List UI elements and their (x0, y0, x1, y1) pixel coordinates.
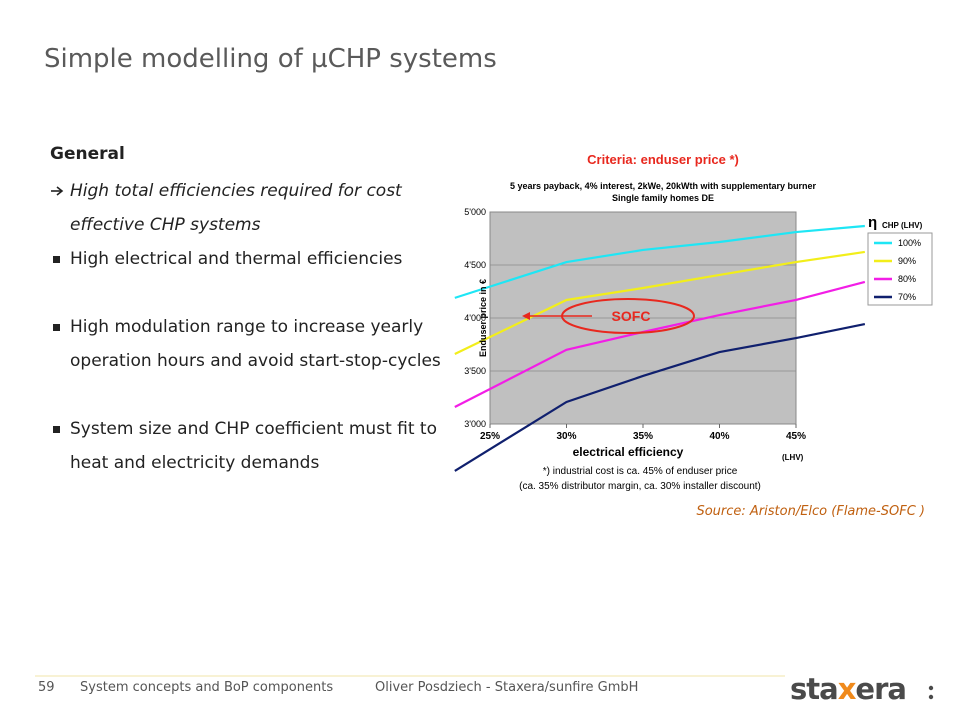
legend-label: 90% (898, 256, 916, 266)
x-axis-label: electrical efficiency (573, 445, 684, 459)
legend-title: CHP (LHV) (882, 221, 923, 230)
bullet-text: High modulation range to increase yearly… (70, 317, 441, 371)
bullet-text: High total efficiencies required for cos… (70, 181, 402, 235)
footer-section: System concepts and BoP components (80, 680, 334, 695)
logo-dot (928, 694, 934, 700)
heading: General (50, 144, 125, 164)
y-tick-label: 4'000 (464, 313, 486, 323)
bullet-text: System size and CHP coefficient must fit… (70, 419, 437, 473)
y-tick-label: 3'000 (464, 419, 486, 429)
bullet: High total efficiencies required for cos… (51, 174, 450, 242)
page-number: 59 (38, 680, 55, 695)
y-tick-label: 3'500 (464, 366, 486, 376)
y-axis-label: Enduser price in € (478, 279, 488, 357)
bullet: System size and CHP coefficient must fit… (53, 412, 450, 480)
y-tick-label: 5'000 (464, 207, 486, 217)
chart-title: Criteria: enduser price *) (587, 152, 739, 167)
source: Source: Ariston/Elco (Flame-SOFC ) (696, 504, 925, 519)
footer-author: Oliver Posdziech - Staxera/sunfire GmbH (375, 680, 639, 695)
x-axis-note: (LHV) (782, 453, 804, 462)
x-tick-label: 40% (709, 431, 729, 442)
arrow-icon (51, 186, 64, 196)
x-tick-label: 30% (556, 431, 576, 442)
footnote: (ca. 35% distributor margin, ca. 30% ins… (519, 481, 761, 492)
series-line (454, 250, 866, 356)
series-line (454, 280, 866, 409)
sofc-arrowhead (522, 312, 530, 320)
series-line (454, 322, 866, 472)
bullet: High electrical and thermal efficiencies (53, 242, 450, 276)
y-tick-label: 4'500 (464, 260, 486, 270)
legend-label: 100% (898, 238, 921, 248)
logo-part: sta (790, 672, 839, 706)
legend-label: 70% (898, 292, 916, 302)
x-tick-label: 25% (480, 431, 500, 442)
footnote: *) industrial cost is ca. 45% of enduser… (543, 466, 738, 477)
chart-subtitle: Single family homes DE (612, 193, 714, 203)
slide-title: Simple modelling of µCHP systems (44, 44, 497, 74)
logo-part: era (855, 672, 907, 706)
legend-symbol: η (868, 214, 877, 231)
legend-box (867, 232, 933, 306)
x-tick-label: 45% (786, 431, 806, 442)
annotation: SOFC (612, 308, 651, 324)
bullet-text: High electrical and thermal efficiencies (70, 249, 403, 269)
logo-part: x (837, 672, 857, 706)
legend-label: 80% (898, 274, 916, 284)
x-tick-label: 35% (633, 431, 653, 442)
logo: staxera (790, 672, 907, 706)
chart-subtitle: 5 years payback, 4% interest, 2kWe, 20kW… (510, 181, 816, 191)
series-line (454, 224, 865, 299)
logo-dot (928, 685, 934, 691)
bullet: High modulation range to increase yearly… (53, 310, 450, 378)
